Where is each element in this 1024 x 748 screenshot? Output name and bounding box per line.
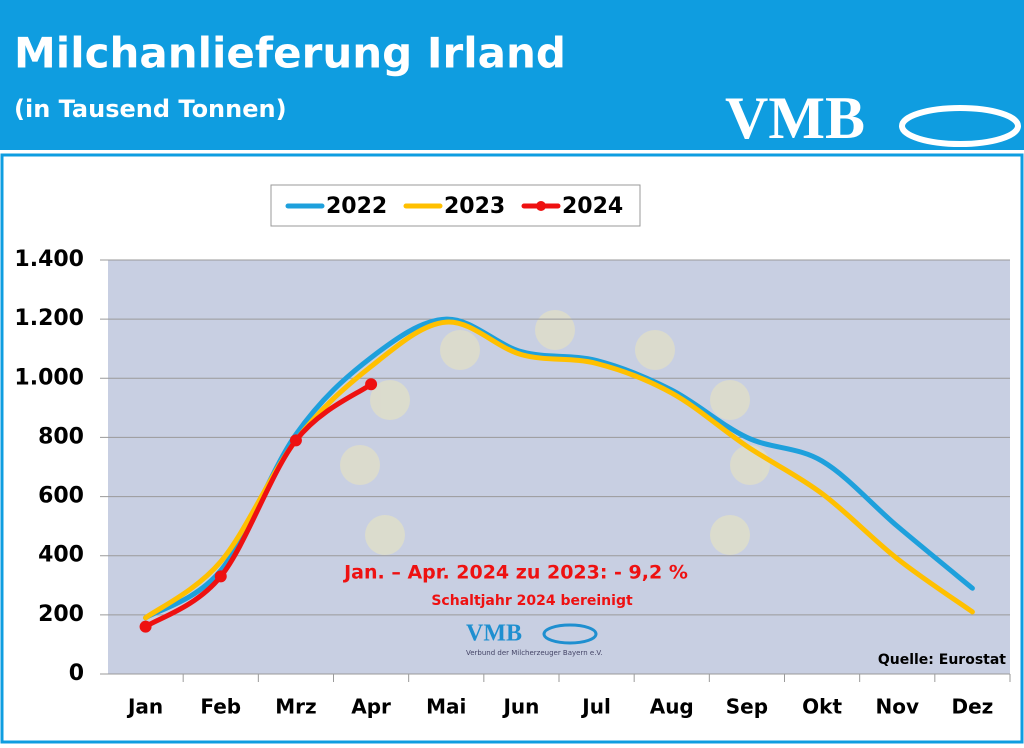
logo-swoosh	[899, 105, 1021, 147]
x-tick-label: Feb	[200, 695, 241, 719]
legend-label: 2024	[562, 194, 623, 219]
y-tick-label: 800	[38, 424, 84, 449]
source: Quelle: Eurostat	[878, 652, 1006, 668]
header-band	[0, 0, 1024, 150]
y-tick-label: 400	[38, 543, 84, 568]
legend-marker	[536, 201, 546, 211]
x-tick-label: Aug	[650, 695, 694, 719]
y-tick-label: 1.200	[14, 306, 84, 331]
watermark-text: Verbund der Milcherzeuger Bayern e.V.	[466, 649, 603, 657]
annotation: Jan. – Apr. 2024 zu 2023: - 9,2 %	[342, 562, 688, 584]
watermark-logo: VMB	[466, 621, 522, 647]
series-line	[143, 381, 374, 630]
x-tick-label: Mai	[426, 695, 466, 719]
title: Milchanlieferung Irland	[14, 29, 566, 78]
y-tick-label: 1.400	[14, 247, 84, 272]
y-tick-label: 200	[38, 602, 84, 627]
x-tick-label: Dez	[952, 695, 994, 719]
annotation: Schaltjahr 2024 bereinigt	[431, 593, 633, 609]
subtitle: (in Tausend Tonnen)	[14, 95, 287, 123]
x-tick-label: Okt	[802, 695, 842, 719]
x-tick-label: Jul	[580, 695, 611, 719]
legend-box	[270, 184, 641, 227]
x-tick-label: Apr	[351, 695, 391, 719]
x-tick-label: Jan	[126, 695, 163, 719]
y-tick-label: 0	[69, 661, 84, 686]
x-tick-label: Mrz	[275, 695, 316, 719]
y-tick-label: 1.000	[14, 365, 84, 390]
x-tick-label: Jun	[501, 695, 539, 719]
watermark-swoosh	[542, 623, 598, 645]
point	[214, 570, 227, 583]
legend-label: 2022	[326, 194, 387, 219]
point	[289, 434, 302, 447]
point	[139, 620, 152, 633]
x-tick-label: Sep	[726, 695, 768, 719]
legend-label: 2023	[444, 194, 505, 219]
y-tick-label: 600	[38, 484, 84, 509]
logo: VMB	[725, 85, 865, 151]
point	[365, 378, 378, 391]
x-tick-label: Nov	[875, 695, 919, 719]
